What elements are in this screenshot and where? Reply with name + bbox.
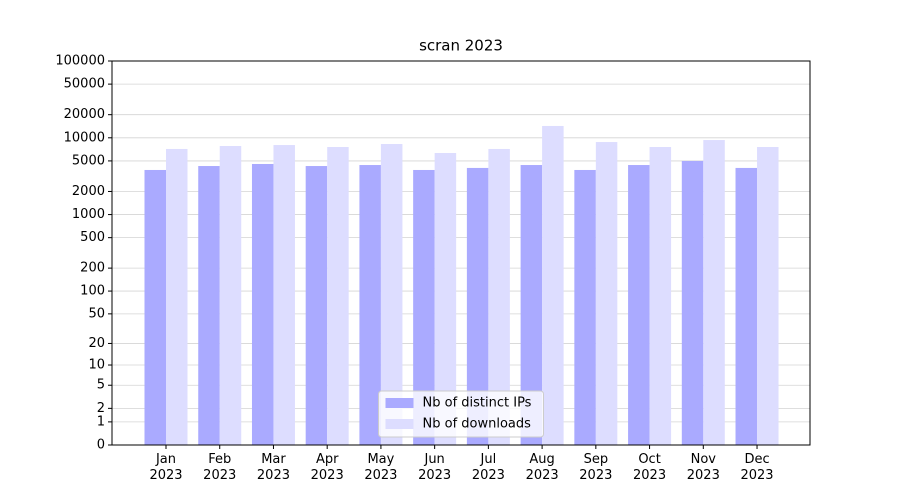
x-tick-label: Feb 2023 [203, 452, 237, 483]
y-tick-label: 200 [80, 261, 105, 276]
y-tick-label: 20000 [64, 107, 105, 122]
bar [198, 166, 220, 445]
y-tick-label: 10000 [64, 130, 105, 145]
legend-label: Nb of downloads [423, 417, 532, 432]
bar [681, 160, 704, 446]
y-tick-label: 10 [88, 358, 105, 373]
bar [327, 146, 349, 446]
x-tick-label: Dec 2023 [740, 452, 774, 483]
legend-swatch [385, 398, 414, 408]
bar [520, 165, 543, 445]
y-tick-label: 2000 [72, 184, 105, 199]
y-tick-label: 2 [97, 401, 105, 416]
x-tick-label: Jan 2023 [149, 452, 183, 483]
legend-box [378, 390, 544, 438]
x-tick-label: Sep 2023 [579, 452, 613, 483]
bar [144, 169, 166, 445]
y-tick-label: 50 [88, 306, 105, 321]
bar [413, 169, 435, 445]
chart-title: scran 2023 [419, 37, 503, 55]
y-tick-label: 50000 [64, 77, 105, 92]
x-tick-label: Apr 2023 [310, 452, 344, 483]
x-tick-label: Jul 2023 [471, 452, 505, 483]
legend-label: Nb of distinct IPs [423, 396, 532, 411]
bar [380, 144, 403, 445]
bar [219, 145, 242, 445]
bar [359, 165, 381, 445]
x-tick-label: Mar 2023 [256, 452, 290, 483]
y-tick-label: 0 [97, 438, 105, 453]
x-tick-label: Nov 2023 [686, 452, 720, 483]
bar [757, 146, 779, 446]
y-tick-label: 5000 [72, 153, 105, 168]
bar [703, 140, 725, 445]
bar [542, 125, 564, 445]
y-tick-label: 1 [97, 414, 105, 429]
x-tick-label: May 2023 [364, 452, 398, 483]
x-tick-label: Oct 2023 [633, 452, 667, 483]
bar [735, 167, 758, 445]
y-tick-label: 5 [97, 378, 105, 393]
bar [251, 163, 274, 445]
bar [273, 145, 295, 445]
y-tick-label: 100000 [55, 54, 105, 69]
bar [166, 148, 188, 445]
plot-frame [111, 60, 811, 446]
legend-swatch [385, 419, 414, 429]
x-tick-label: Jun 2023 [418, 452, 452, 483]
y-tick-label: 1000 [72, 207, 105, 222]
bar [305, 166, 328, 445]
y-tick-label: 20 [88, 336, 105, 351]
bar [649, 146, 672, 446]
y-tick-label: 500 [80, 230, 105, 245]
x-tick-label: Aug 2023 [525, 452, 559, 483]
bar [574, 169, 596, 445]
y-tick-label: 100 [80, 284, 105, 299]
bar [488, 148, 510, 445]
bar [434, 152, 457, 445]
bar [595, 142, 618, 445]
bar [466, 167, 489, 445]
bar [628, 165, 650, 445]
